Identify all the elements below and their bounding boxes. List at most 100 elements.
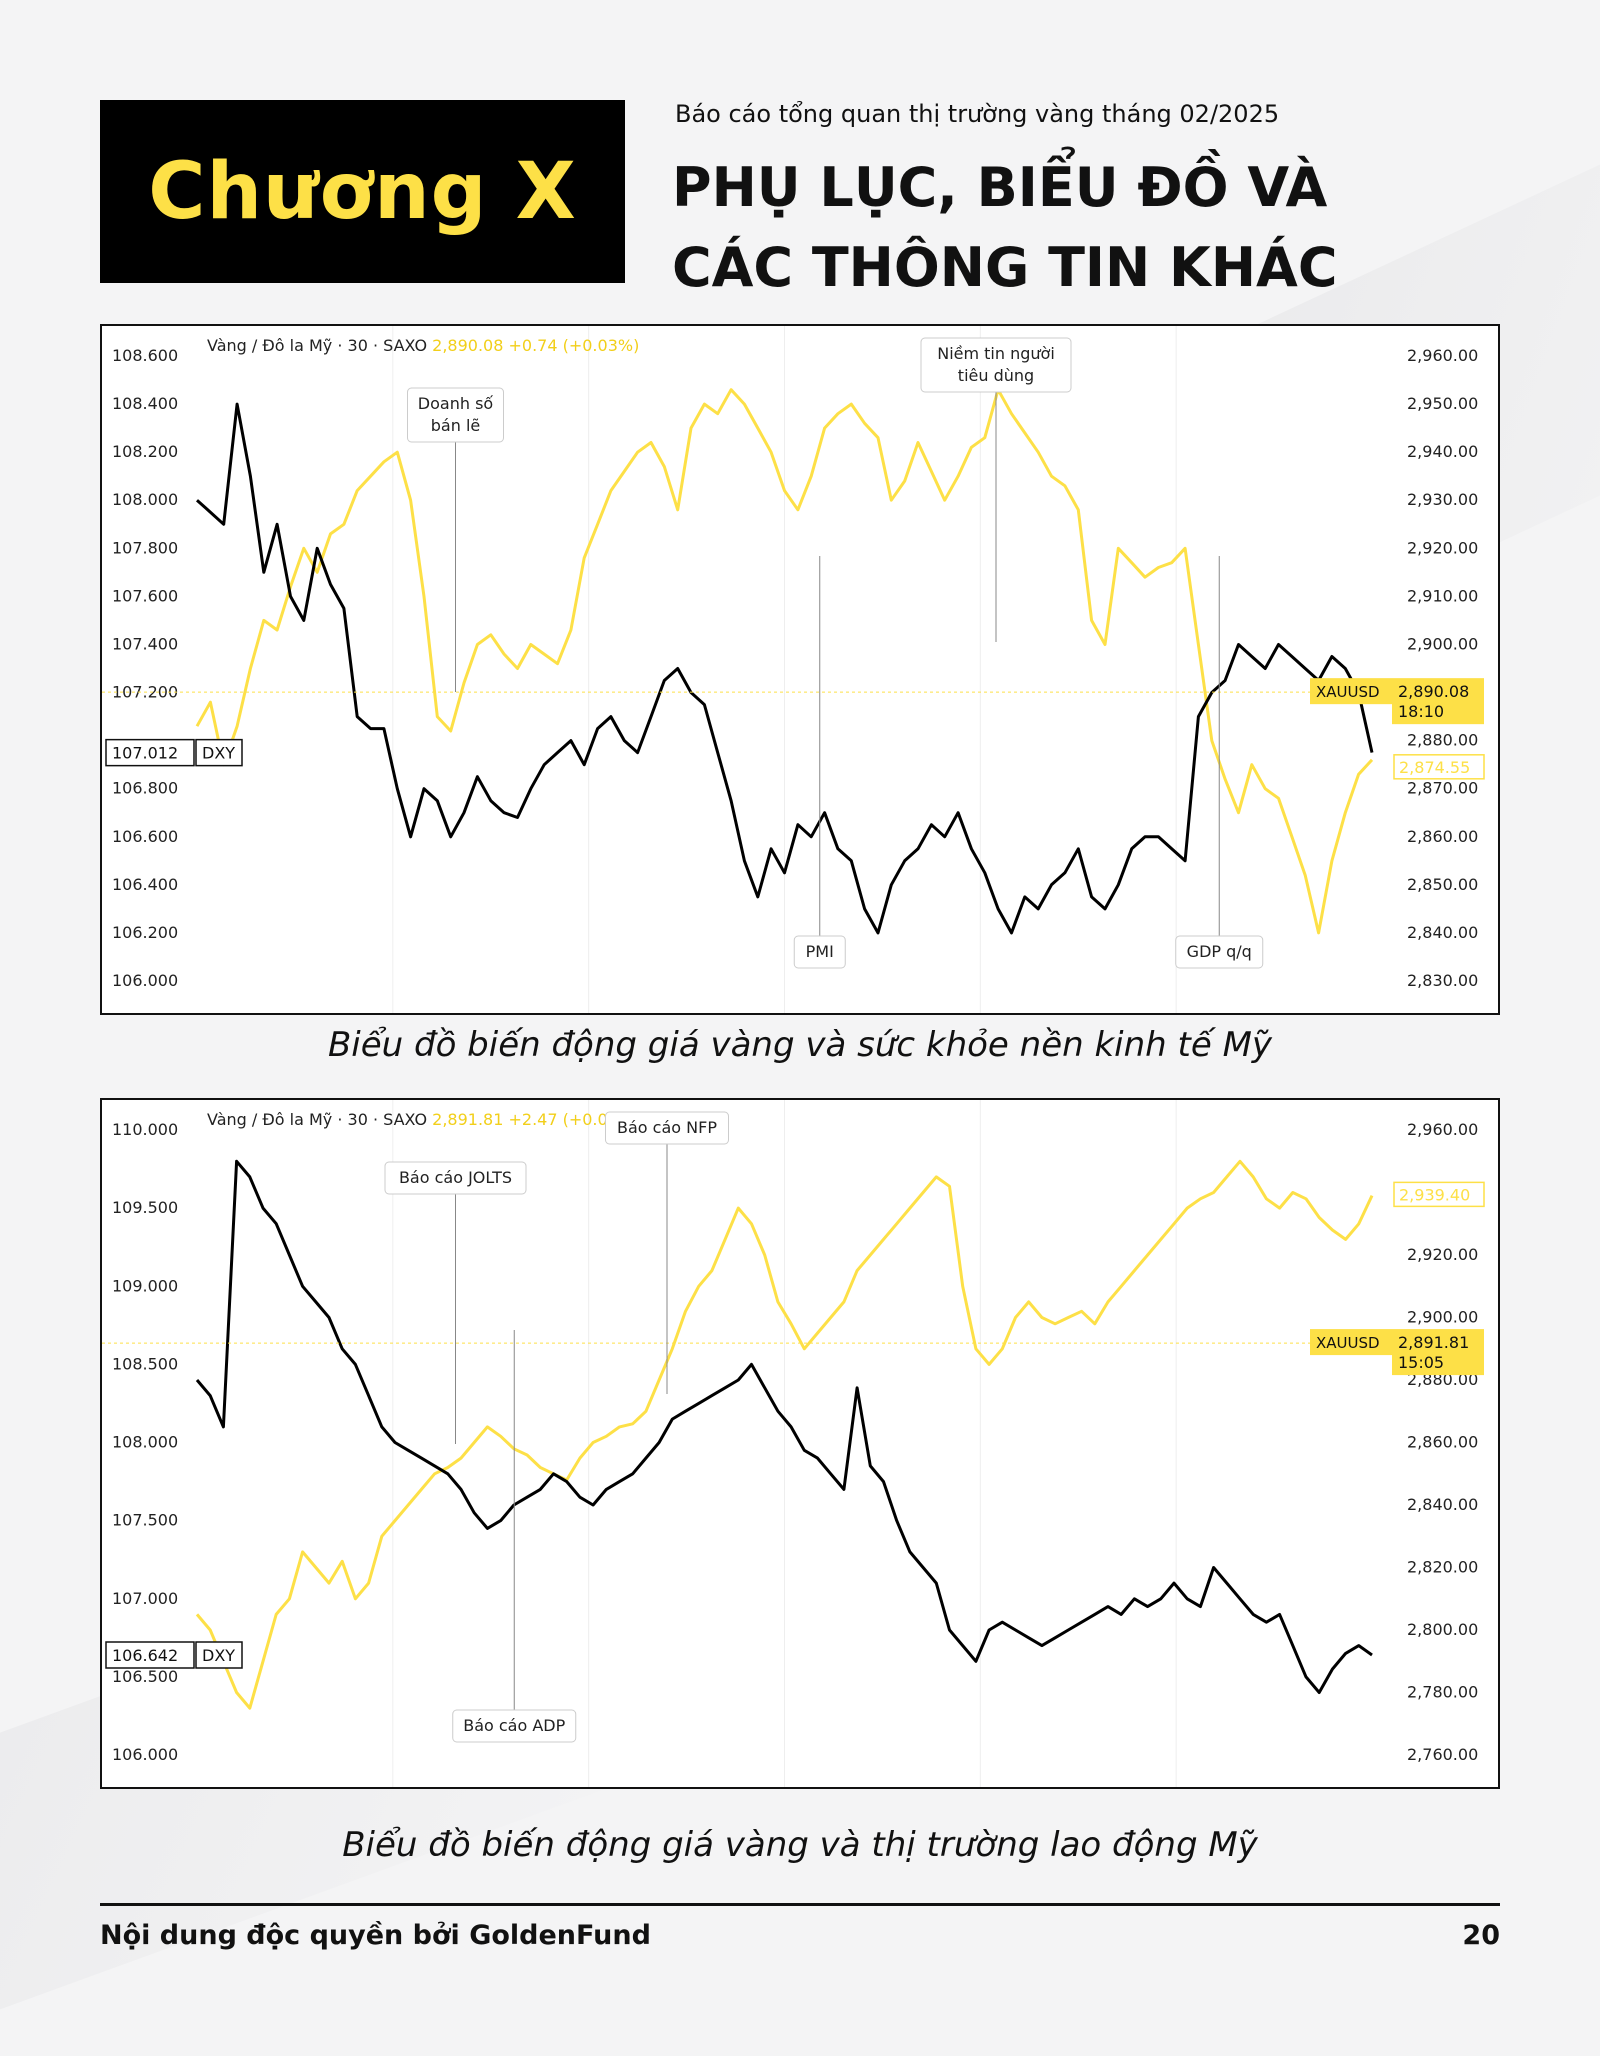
annotation-label: bán lẽ	[431, 416, 480, 435]
right-axis-tick: 2,960.00	[1407, 1120, 1478, 1139]
right-axis-tick: 2,840.00	[1407, 1495, 1478, 1514]
right-axis-tick: 2,910.00	[1407, 586, 1478, 605]
current-time: 15:05	[1398, 1353, 1444, 1372]
right-axis-tick: 2,960.00	[1407, 346, 1478, 365]
right-axis-tick: 2,830.00	[1407, 971, 1478, 990]
right-axis-tick: 2,850.00	[1407, 875, 1478, 894]
symbol-tag-bg	[1310, 1329, 1392, 1356]
left-axis-tick: 107.800	[112, 538, 178, 557]
right-axis-tick: 2,880.00	[1407, 731, 1478, 750]
chart-legend: Vàng / Đô la Mỹ · 30 · SAXO 2,890.08 +0.…	[207, 336, 639, 355]
left-axis-tick: 106.000	[112, 971, 178, 990]
dxy-symbol: DXY	[202, 1646, 235, 1665]
right-axis-tick: 2,800.00	[1407, 1620, 1478, 1639]
right-axis-tick: 2,950.00	[1407, 394, 1478, 413]
chart-2-caption: Biểu đồ biến động giá vàng và thị trường…	[342, 1825, 1258, 1865]
left-axis-tick: 108.200	[112, 442, 178, 461]
prev-price-box	[1393, 754, 1485, 780]
current-time: 18:10	[1398, 702, 1444, 721]
dxy-value-box	[105, 738, 195, 767]
right-axis-tick: 2,900.00	[1407, 1308, 1478, 1327]
left-axis-tick: 109.500	[112, 1198, 178, 1217]
chart-1-svg: 108.600 108.400 108.200 108.000 107.800 107.6…	[102, 326, 1485, 1013]
gold-price-line	[195, 388, 1374, 935]
left-axis-tick: 107.400	[112, 634, 178, 653]
right-axis-tick: 2,820.00	[1407, 1558, 1478, 1577]
chart-legend: Vàng / Đô la Mỹ · 30 · SAXO 2,891.81 +2.…	[207, 1110, 639, 1129]
annotation-label: Báo cáo NFP	[617, 1118, 717, 1137]
left-axis-tick: 107.000	[112, 1589, 178, 1608]
left-axis-tick: 107.500	[112, 1511, 178, 1530]
left-axis-tick: 108.600	[112, 346, 178, 365]
current-price: 2,891.81	[1398, 1333, 1469, 1352]
prev-price: 2,874.55	[1399, 758, 1470, 777]
right-axis-tick: 2,940.00	[1407, 442, 1478, 461]
dxy-value: 107.012	[112, 744, 178, 763]
left-axis-tick: 108.000	[112, 490, 178, 509]
chapter-title: Chương X	[148, 146, 577, 237]
chapter-banner: Chương X	[100, 100, 625, 283]
page-number: 20	[1462, 1920, 1500, 1951]
right-axis-tick: 2,780.00	[1407, 1683, 1478, 1702]
left-axis-tick: 108.000	[112, 1433, 178, 1452]
page-title: PHỤ LỤC, BIỂU ĐỒ VÀ CÁC THÔNG TIN KHÁC	[672, 148, 1337, 308]
legend-change: +0.74 (+0.03%)	[508, 336, 639, 355]
annotation-label: Báo cáo JOLTS	[399, 1168, 512, 1187]
symbol-tag: XAUUSD	[1316, 1334, 1380, 1352]
right-axis-tick: 2,860.00	[1407, 827, 1478, 846]
legend-title: Vàng / Đô la Mỹ · 30 · SAXO	[207, 1110, 432, 1129]
left-axis-tick: 106.200	[112, 923, 178, 942]
annotation-box	[452, 1709, 577, 1743]
legend-title: Vàng / Đô la Mỹ · 30 · SAXO	[207, 336, 432, 355]
right-axis-tick: 2,920.00	[1407, 538, 1478, 557]
right-axis-tick: 2,900.00	[1407, 634, 1478, 653]
left-axis-tick: 107.600	[112, 586, 178, 605]
prev-price: 2,939.40	[1399, 1185, 1470, 1204]
annotation-label: Doanh số	[418, 394, 494, 413]
dxy-line	[195, 1159, 1373, 1694]
left-axis-tick: 106.400	[112, 875, 178, 894]
annotation-box	[384, 1161, 527, 1195]
right-axis-tick: 2,860.00	[1407, 1433, 1478, 1452]
annotation-label: Niềm tin người	[937, 344, 1055, 363]
left-axis-tick: 106.600	[112, 827, 178, 846]
chart-1-caption: Biểu đồ biến động giá vàng và sức khỏe n…	[327, 1025, 1273, 1065]
left-axis-tick: 108.500	[112, 1354, 178, 1373]
footer-divider	[100, 1903, 1500, 1906]
legend-price: 2,890.08	[432, 336, 508, 355]
dxy-value-box	[105, 1641, 195, 1669]
annotation-label: Báo cáo ADP	[463, 1716, 565, 1735]
dxy-line	[195, 402, 1374, 935]
report-subtitle: Báo cáo tổng quan thị trường vàng tháng …	[675, 100, 1280, 128]
dxy-symbol-box	[195, 738, 243, 767]
left-axis-tick: 106.500	[112, 1667, 178, 1686]
annotation-label: GDP q/q	[1187, 942, 1252, 961]
annotation-label: tiêu dùng	[958, 366, 1034, 385]
right-axis-tick: 2,840.00	[1407, 923, 1478, 942]
prev-price-box	[1393, 1181, 1485, 1208]
dxy-symbol-box	[195, 1641, 243, 1669]
right-axis-tick: 2,760.00	[1407, 1745, 1478, 1764]
dxy-symbol: DXY	[202, 744, 235, 763]
gold-labor-chart: 110.000 109.500 109.000 108.500 108.000 107.5…	[100, 1098, 1500, 1789]
left-axis-tick: 108.400	[112, 394, 178, 413]
annotation-box	[793, 935, 846, 969]
right-axis-tick: 2,930.00	[1407, 490, 1478, 509]
current-price-box	[1392, 678, 1484, 725]
annotation-box	[407, 387, 504, 443]
annotation-box	[1175, 935, 1264, 969]
gold-economy-chart: 108.600 108.400 108.200 108.000 107.800 107.6…	[100, 324, 1500, 1015]
dxy-value: 106.642	[112, 1646, 178, 1665]
right-axis-tick: 2,870.00	[1407, 779, 1478, 798]
title-line-2: CÁC THÔNG TIN KHÁC	[672, 236, 1338, 299]
left-axis-tick: 109.000	[112, 1276, 178, 1295]
left-axis-tick: 106.000	[112, 1745, 178, 1764]
footer-copyright: Nội dung độc quyền bởi GoldenFund	[100, 1920, 651, 1951]
left-axis-tick: 106.800	[112, 779, 178, 798]
annotation-box	[605, 1111, 729, 1145]
symbol-tag-bg	[1310, 678, 1392, 705]
legend-price: 2,891.81	[432, 1110, 508, 1129]
current-price-box	[1392, 1329, 1484, 1376]
chart-2-svg: 110.000 109.500 109.000 108.500 108.000 107.5…	[102, 1100, 1485, 1787]
symbol-tag: XAUUSD	[1316, 683, 1380, 701]
